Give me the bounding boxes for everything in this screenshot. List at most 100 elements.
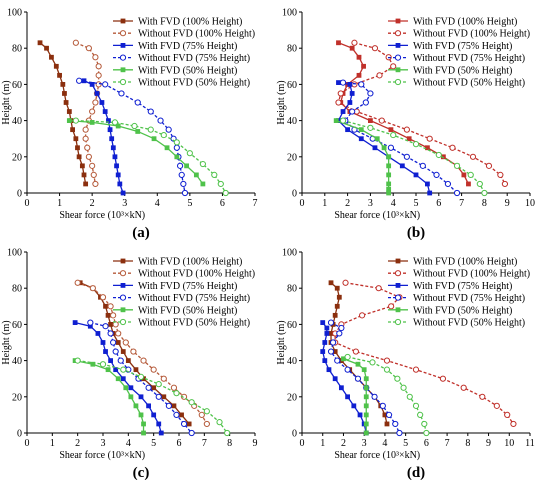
data-point	[70, 127, 75, 133]
data-point	[338, 385, 344, 391]
y-tick-label: 80	[287, 44, 297, 55]
data-point	[374, 136, 380, 142]
series-1	[72, 39, 102, 188]
data-point	[328, 331, 334, 336]
x-tick-label: 5	[414, 198, 419, 209]
data-point	[53, 63, 59, 69]
data-point	[115, 330, 122, 337]
data-point	[399, 163, 405, 169]
data-point	[394, 375, 401, 382]
data-point	[89, 285, 96, 292]
y-tick-label: 0	[292, 189, 297, 200]
data-point	[117, 357, 124, 364]
data-point	[333, 118, 339, 123]
data-point	[170, 384, 178, 391]
series-line	[39, 42, 87, 185]
data-point	[57, 72, 62, 78]
data-point	[87, 319, 94, 326]
data-point	[390, 131, 397, 139]
data-point	[501, 180, 509, 188]
data-point	[115, 376, 121, 382]
x-tick-label: 4	[382, 438, 387, 449]
data-point	[193, 172, 199, 178]
data-point	[412, 402, 420, 409]
data-point	[371, 393, 378, 400]
data-point	[466, 181, 471, 187]
data-point	[336, 330, 343, 337]
data-point	[81, 78, 87, 84]
data-point	[344, 366, 351, 373]
data-point	[385, 411, 393, 418]
data-point	[113, 367, 119, 373]
x-tick-label: 10	[525, 198, 535, 209]
x-tick-label: 8	[227, 438, 232, 449]
data-point	[90, 361, 96, 367]
data-point	[384, 421, 390, 427]
data-point	[493, 402, 500, 409]
y-tick-label: 20	[12, 152, 22, 163]
data-point	[368, 118, 373, 123]
data-point	[186, 421, 192, 427]
data-point	[328, 280, 334, 286]
legend-item: With FVD (100% Height)	[388, 17, 517, 28]
data-point	[102, 323, 109, 330]
data-point	[105, 367, 111, 373]
data-point	[188, 399, 195, 406]
x-tick-label: 6	[424, 438, 429, 449]
data-point	[217, 180, 224, 188]
data-point	[92, 54, 99, 61]
data-point	[334, 285, 340, 291]
data-point	[176, 162, 184, 169]
legend: With FVD (100% Height)Without FVD (100% …	[113, 257, 255, 329]
data-point	[72, 39, 79, 46]
legend-item: With FVD (75% Height)	[388, 281, 512, 292]
x-tick-label: 5	[151, 438, 156, 449]
x-tick-label: 2	[75, 438, 80, 449]
data-point	[131, 122, 138, 130]
x-tick-label: 3	[122, 198, 127, 209]
x-tick-label: 7	[253, 198, 258, 209]
legend-marker	[119, 54, 127, 61]
x-tick-label: 5	[403, 438, 408, 449]
data-point	[342, 279, 349, 286]
x-tick-label: 2	[345, 198, 350, 209]
series-line	[75, 42, 100, 185]
data-point	[358, 127, 364, 133]
y-tick-label: 40	[287, 116, 297, 127]
data-point	[95, 63, 102, 70]
legend-marker	[119, 30, 127, 37]
data-point	[369, 359, 376, 366]
y-axis-title: Height (m)	[276, 320, 287, 364]
legend-marker	[119, 318, 127, 326]
data-point	[114, 163, 119, 169]
legend-marker	[394, 294, 402, 301]
data-point	[62, 91, 67, 96]
data-point	[497, 171, 504, 178]
data-point	[372, 145, 378, 151]
data-point	[354, 375, 362, 382]
y-tick-label: 60	[287, 320, 297, 331]
y-tick-label: 0	[17, 189, 22, 200]
legend-label: Without FVD (100% Height)	[413, 29, 530, 40]
data-point	[390, 63, 397, 70]
x-tick-label: 4	[126, 438, 131, 449]
data-point	[122, 339, 129, 346]
series-3	[327, 319, 403, 437]
data-point	[485, 162, 493, 169]
data-point	[82, 135, 89, 142]
data-point	[433, 171, 440, 178]
y-tick-label: 60	[12, 80, 22, 91]
data-point	[363, 403, 369, 409]
x-tick-label: 6	[436, 198, 441, 209]
data-point	[198, 411, 205, 418]
data-point	[427, 190, 433, 196]
data-point	[329, 339, 337, 346]
data-point	[403, 153, 410, 160]
data-point	[363, 430, 369, 436]
data-point	[320, 320, 326, 325]
series-2	[72, 320, 164, 436]
data-point	[92, 99, 99, 106]
x-tick-label: 8	[465, 438, 470, 449]
data-point	[107, 127, 113, 133]
chart-panel-c: 0 1 2 3 4 5 6 7 8 9 0 20 40 60 80 100 Shear force (10³×k…	[1, 248, 258, 480]
